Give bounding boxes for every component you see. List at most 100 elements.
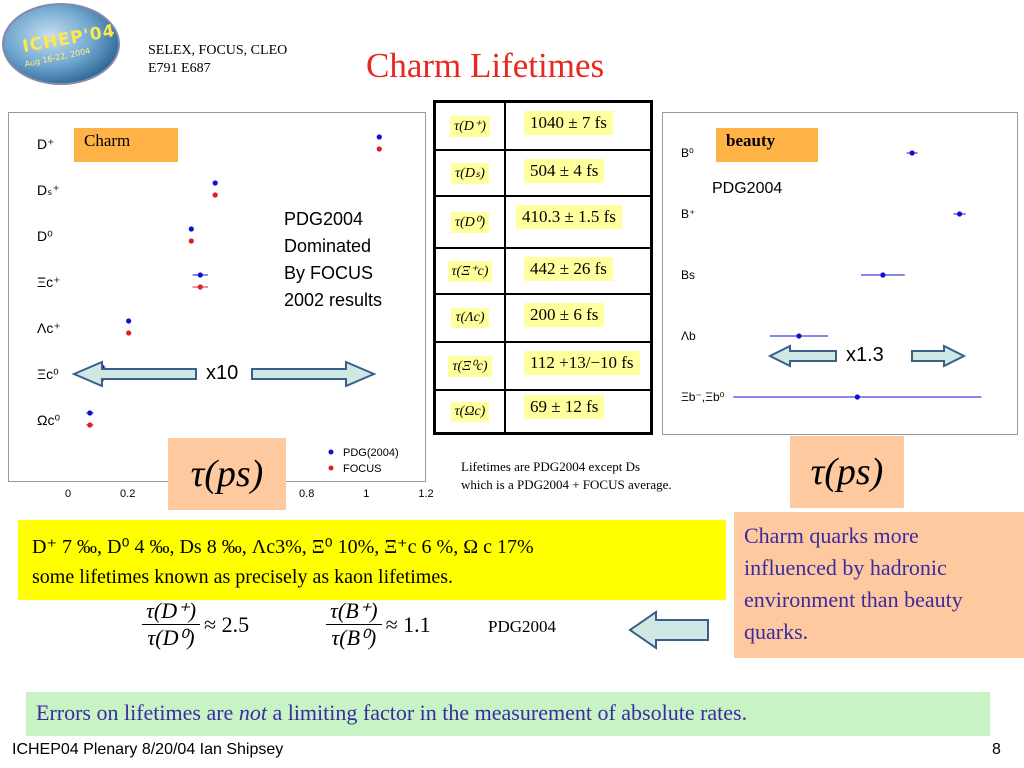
data-point [956, 211, 963, 217]
category-label: B⁰ [681, 146, 694, 160]
data-point [197, 284, 203, 290]
category-label: Ξb⁻,Ξb⁰ [681, 390, 725, 404]
data-point [197, 272, 203, 278]
legend-label: FOCUS [343, 463, 382, 475]
table-row: τ(Λc) 200 ± 6 fs [436, 295, 650, 343]
lifetime-note-line2: which is a PDG2004 + FOCUS average. [461, 477, 672, 492]
data-point [126, 318, 132, 324]
row-label: τ(D⁰) [450, 211, 490, 233]
experiments-list: SELEX, FOCUS, CLEO E791 E687 [148, 42, 287, 78]
row-value: 1040 ± 7 fs [524, 111, 613, 135]
category-label: Dₛ⁺ [37, 182, 60, 198]
precision-line1: D⁺ 7 ‰, D⁰ 4 ‰, Ds 8 ‰, Λc3%, Ξ⁰ 10%, Ξ⁺… [32, 536, 534, 558]
data-point [188, 238, 194, 244]
lifetime-note-line1: Lifetimes are PDG2004 except Ds [461, 459, 641, 474]
charm-conclusion-box: Charm quarks more influenced by hadronic… [734, 512, 1024, 658]
precision-line2: some lifetimes known as precisely as kao… [32, 566, 454, 588]
charm-plot-svg: D⁺ Dₛ⁺ D⁰ Ξc⁺ Λc⁺ Ξc⁰ Ωc⁰ PDG(2004) FOCUS [37, 134, 399, 475]
ichep-logo: ICHEP'04 Aug 16-22, 2004 [2, 3, 120, 85]
row-value: 112 +13/−10 fs [524, 351, 640, 375]
row-value: 200 ± 6 fs [524, 303, 605, 327]
table-row: τ(D⁺) 1040 ± 7 fs [436, 103, 650, 151]
charm-tag: Charm [74, 128, 178, 162]
legend-label: PDG(2004) [343, 447, 399, 459]
errors-statement: Errors on lifetimes are not a limiting f… [26, 692, 990, 736]
lifetime-footnote: Lifetimes are PDG2004 except Ds which is… [461, 458, 672, 494]
row-value: 410.3 ± 1.5 fs [516, 205, 622, 229]
charm-scale-label: x10 [206, 362, 239, 384]
data-point [126, 330, 132, 336]
row-label: τ(Ωc) [450, 401, 490, 422]
row-value: 442 ± 26 fs [524, 257, 613, 281]
beauty-pdg-note: PDG2004 [712, 180, 783, 197]
data-point [909, 150, 915, 156]
legend-marker [328, 465, 334, 471]
ratio2-value: ≈ 1.1 [385, 611, 431, 637]
ratio-b-lifetimes: τ(B⁺) τ(B⁰) ≈ 1.1 [326, 598, 431, 651]
category-label: Λc⁺ [37, 320, 61, 336]
errors-emphasis: not [238, 700, 267, 725]
x-tick-label: 0.8 [299, 488, 314, 500]
table-row: τ(Dₛ) 504 ± 4 fs [436, 151, 650, 197]
category-label: Bs [681, 268, 695, 282]
data-point [212, 192, 218, 198]
left-pointing-arrow [628, 610, 709, 650]
table-row: τ(D⁰) 410.3 ± 1.5 fs [436, 197, 650, 249]
beauty-double-arrow [767, 344, 967, 368]
experiments-line1: SELEX, FOCUS, CLEO [148, 43, 288, 58]
legend-marker [328, 449, 334, 455]
ratio1-denominator: τ(D⁰) [142, 624, 201, 651]
beauty-tag: beauty [716, 128, 818, 162]
row-label: τ(D⁺) [450, 115, 490, 137]
errors-post: a limiting factor in the measurement of … [266, 700, 748, 725]
category-label: Λb [681, 329, 696, 343]
charm-note-line2: Dominated [284, 236, 372, 256]
charm-note-line1: PDG2004 [284, 209, 364, 229]
category-label: Ξc⁰ [37, 366, 59, 382]
category-label: B⁺ [681, 207, 695, 221]
page-number: 8 [992, 741, 1001, 758]
tau-ps-label-charm: τ(ps) [168, 438, 286, 510]
ratio2-denominator: τ(B⁰) [326, 624, 382, 651]
data-point [376, 134, 382, 140]
row-value: 69 ± 12 fs [524, 395, 605, 419]
footer-text: ICHEP04 Plenary 8/20/04 Ian Shipsey [12, 741, 284, 758]
ratio2-numerator: τ(B⁺) [330, 598, 378, 623]
row-label: τ(Λc) [451, 308, 489, 328]
table-row: τ(Ξ⁰c) 112 +13/−10 fs [436, 343, 650, 391]
precision-box: D⁺ 7 ‰, D⁰ 4 ‰, Ds 8 ‰, Λc3%, Ξ⁰ 10%, Ξ⁺… [18, 520, 726, 600]
slide-title: Charm Lifetimes [366, 46, 605, 85]
data-point [880, 272, 886, 278]
category-label: Ωc⁰ [37, 412, 60, 428]
row-label: τ(Ξ⁰c) [448, 355, 492, 377]
ratio-source: PDG2004 [488, 617, 557, 636]
table-row: τ(Ωc) 69 ± 12 fs [436, 391, 650, 432]
tau-ps-label-beauty: τ(ps) [790, 436, 904, 508]
x-tick-label: 0 [65, 488, 71, 500]
data-point [376, 146, 382, 152]
x-tick-label: 1.2 [418, 488, 433, 500]
table-row: τ(Ξ⁺c) 442 ± 26 fs [436, 249, 650, 295]
charm-double-arrow [71, 360, 377, 388]
x-tick-label: 0.2 [120, 488, 135, 500]
charm-lifetime-plot: D⁺ Dₛ⁺ D⁰ Ξc⁺ Λc⁺ Ξc⁰ Ωc⁰ PDG(2004) FOCUS [8, 112, 426, 482]
row-label: τ(Ξ⁺c) [447, 260, 493, 282]
row-label: τ(Dₛ) [451, 162, 489, 184]
charm-note-line4: 2002 results [284, 290, 383, 310]
charm-note-line3: By FOCUS [284, 263, 374, 283]
ratio1-value: ≈ 2.5 [204, 611, 250, 637]
data-point [87, 422, 93, 428]
row-value: 504 ± 4 fs [524, 159, 605, 183]
ratio1-numerator: τ(D⁺) [146, 598, 197, 623]
data-point [87, 410, 93, 416]
lifetime-table: τ(D⁺) 1040 ± 7 fs τ(Dₛ) 504 ± 4 fs τ(D⁰)… [433, 100, 653, 435]
category-label: Ξc⁺ [37, 274, 61, 290]
data-point [854, 394, 860, 400]
experiments-line2: E791 E687 [148, 61, 211, 76]
x-tick-label: 1 [363, 488, 369, 500]
data-point [796, 333, 802, 339]
errors-pre: Errors on lifetimes are [36, 700, 239, 725]
beauty-scale-label: x1.3 [846, 344, 884, 366]
ratio-d-lifetimes: τ(D⁺) τ(D⁰) ≈ 2.5 [142, 598, 249, 651]
